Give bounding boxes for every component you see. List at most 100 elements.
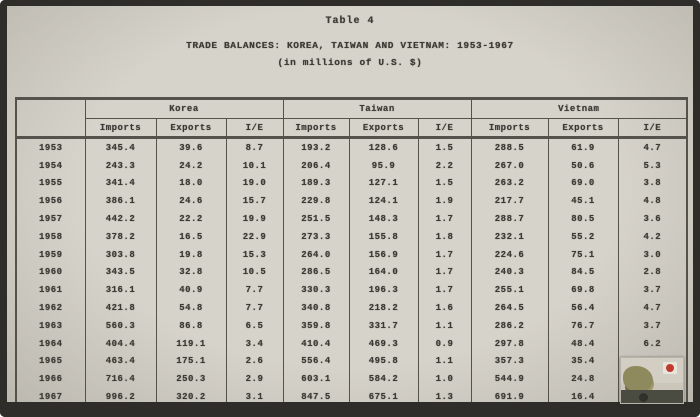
value-cell: 345.4	[84, 137, 156, 157]
value-cell: 84.5	[547, 263, 619, 282]
value-cell: 124.1	[348, 192, 418, 211]
value-cell: 10.5	[225, 263, 283, 282]
table-row: 1966 716.4 250.3 2.9 603.1 584.2 1.0 544.9 24.8	[16, 370, 688, 389]
vietnam-exports-header: Exports	[547, 118, 619, 139]
value-cell: 18.0	[155, 174, 226, 193]
value-cell: 16.5	[155, 227, 226, 246]
value-cell: 164.0	[348, 263, 418, 282]
table-row: 1961 316.1 40.9 7.7 330.3 196.3 1.7 255.1 69.8 3.…	[16, 281, 688, 300]
sub-header-row: Imports Exports I/E Imports Exports I/E …	[16, 118, 688, 139]
year-cell: 1963	[38, 320, 63, 331]
value-cell: 24.8	[547, 370, 619, 389]
value-cell: 359.8	[282, 316, 349, 335]
value-cell: 1.7	[417, 281, 472, 300]
value-cell: 3.6	[617, 210, 688, 228]
value-cell: 716.4	[84, 370, 156, 389]
value-cell: 7.7	[225, 281, 283, 300]
value-cell: 469.3	[348, 334, 418, 353]
value-cell: 206.4	[282, 156, 349, 175]
group-header-korea: Korea	[84, 98, 283, 119]
value-cell: 320.2	[155, 388, 226, 406]
taiwan-imports-header: Imports	[282, 118, 349, 139]
value-cell: 1.0	[417, 370, 472, 389]
table-row: 1960 343.5 32.8 10.5 286.5 164.0 1.7 240.3 84.5 2…	[16, 263, 688, 282]
slide-frame-bottom	[0, 402, 700, 417]
value-cell: 19.9	[225, 210, 283, 228]
value-cell: 421.8	[84, 299, 156, 317]
value-cell: 3.1	[225, 388, 283, 406]
taiwan-exports-header: Exports	[348, 118, 418, 139]
value-cell: 1.9	[417, 192, 472, 211]
group-header-taiwan: Taiwan	[282, 98, 472, 119]
value-cell: 45.1	[547, 192, 619, 211]
year-cell: 1965	[38, 356, 63, 367]
value-cell: 61.9	[547, 137, 619, 157]
value-cell: 1.5	[417, 137, 472, 157]
value-cell: 80.5	[547, 210, 619, 228]
value-cell: 19.0	[225, 174, 283, 193]
year-header-spacer	[16, 99, 85, 119]
table-row: 1958 378.2 16.5 22.9 273.3 155.8 1.8 232.1 55.2 4…	[16, 227, 688, 246]
value-cell: 56.4	[547, 299, 619, 317]
value-cell: 1.7	[417, 210, 472, 228]
value-cell: 847.5	[282, 388, 349, 406]
value-cell: 1.5	[417, 174, 472, 193]
value-cell: 297.8	[470, 334, 549, 353]
value-cell: 224.6	[470, 245, 549, 264]
value-cell: 404.4	[84, 334, 156, 353]
vietnam-imports-header: Imports	[470, 118, 549, 139]
table-row: 1965463.4175.12.6556.4495.81.1357.335.41…	[16, 352, 688, 371]
vietnam-ie-header: I/E	[617, 118, 688, 139]
value-cell: 340.8	[282, 299, 349, 317]
value-cell: 288.5	[470, 137, 549, 157]
group-header-vietnam: Vietnam	[470, 98, 688, 119]
value-cell: 40.9	[155, 281, 226, 300]
value-cell: 119.1	[155, 334, 226, 353]
value-cell: 7.7	[225, 299, 283, 317]
value-cell: 1.1	[417, 316, 472, 335]
value-cell: 4.8	[617, 192, 688, 211]
table-row: 1964 404.4 119.1 3.4 410.4 469.3 0.9 297.8 48.4 6…	[16, 334, 688, 353]
page-subtitle: (in millions of U.S. $)	[277, 57, 423, 68]
value-cell: 343.5	[84, 263, 156, 282]
trade-balances-table: Korea Taiwan Vietnam Imports Exports I/E…	[15, 97, 689, 406]
value-cell: 316.1	[84, 281, 156, 300]
value-cell: 16.4	[547, 388, 619, 406]
value-cell: 263.2	[470, 174, 549, 193]
photo-flag-icon	[663, 362, 677, 374]
value-cell: 603.1	[282, 370, 349, 389]
value-cell: 378.2	[84, 227, 156, 246]
slide-frame-right	[693, 0, 700, 417]
value-cell: 4.7	[617, 299, 688, 317]
value-cell: 3.7	[617, 316, 688, 335]
photo-foliage-shape	[623, 366, 653, 392]
korea-imports-header: Imports	[84, 118, 156, 139]
year-cell: 1959	[38, 249, 63, 260]
value-cell: 341.4	[84, 174, 156, 193]
photo-thumbnail	[620, 357, 684, 404]
value-cell: 15.3	[225, 245, 283, 264]
value-cell: 5.3	[617, 156, 688, 175]
value-cell: 189.3	[282, 174, 349, 193]
value-cell: 54.8	[155, 299, 226, 317]
value-cell: 331.7	[348, 316, 418, 335]
value-cell: 544.9	[470, 370, 549, 389]
value-cell: 69.8	[547, 281, 619, 300]
table-row: 1962 421.8 54.8 7.7 340.8 218.2 1.6 264.5 56.4 4.…	[16, 299, 688, 317]
value-cell: 2.9	[225, 370, 283, 389]
value-cell: 15.7	[225, 192, 283, 211]
page-title: TRADE BALANCES: KOREA, TAIWAN AND VIETNA…	[186, 40, 514, 51]
table-row: 1957 442.2 22.2 19.9 251.5 148.3 1.7 288.7 80.5 3…	[16, 210, 688, 228]
value-cell: 32.8	[155, 263, 226, 282]
value-cell: 357.3	[470, 352, 549, 371]
table-row: 1954 243.3 24.2 10.1 206.4 95.9 2.2 267.0 50.6 5.…	[16, 156, 688, 175]
value-cell: 148.3	[348, 210, 418, 228]
value-cell: 2.2	[417, 156, 472, 175]
value-cell: 442.2	[84, 210, 156, 228]
year-cell: 1957	[38, 214, 63, 225]
value-cell: 495.8	[348, 352, 418, 371]
value-cell: 243.3	[84, 156, 156, 175]
value-cell: 560.3	[84, 316, 156, 335]
table-row: 1959 303.8 19.8 15.3 264.0 156.9 1.7 224.6 75.1 3…	[16, 245, 688, 264]
value-cell: 250.3	[155, 370, 226, 389]
